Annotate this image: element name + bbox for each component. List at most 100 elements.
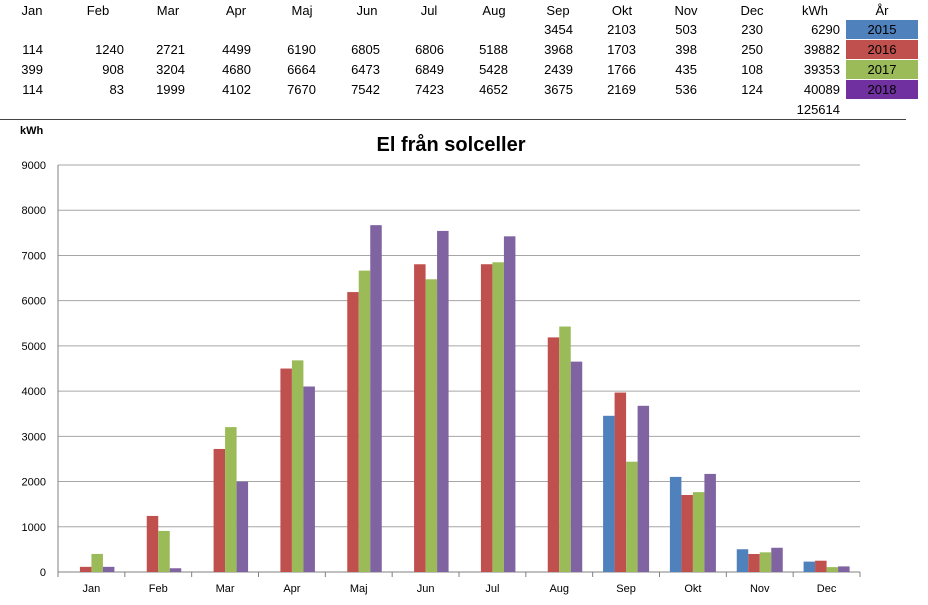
- col-header-dec: Dec: [740, 3, 764, 18]
- col-header-feb: Feb: [86, 3, 110, 18]
- bar-chart: kWh El från solceller 0 1000 2000 3000 4000 5…: [20, 125, 861, 595]
- y-tick-label: 8000: [22, 205, 46, 217]
- cell-2015-dec: 230: [741, 22, 763, 37]
- data-table: Jan Feb Mar Apr Maj Jun Jul Aug Sep Okt Nov Dec kWh Å…: [0, 0, 928, 125]
- y-tick-label: 3000: [22, 431, 46, 443]
- cell-2017-total: 39353: [803, 62, 840, 77]
- bar-2017-nov: [759, 552, 772, 572]
- col-header-year: År: [875, 3, 889, 18]
- cell-2015-total: 6290: [811, 22, 840, 37]
- col-header-nov: Nov: [674, 3, 698, 18]
- col-header-sep: Sep: [546, 3, 570, 18]
- cell-2015-nov: 503: [675, 22, 697, 37]
- y-tick-label: 5000: [22, 341, 46, 353]
- bar-2016-mar: [213, 448, 226, 572]
- cell-2018-aug: 4652: [479, 82, 508, 97]
- cell-2017-maj: 6664: [287, 62, 316, 77]
- x-tick-label: Aug: [549, 583, 569, 595]
- bar-2017-sep: [626, 461, 638, 572]
- year-swatch-2016: 2016: [846, 40, 918, 59]
- bar-2016-jul: [480, 264, 493, 572]
- y-tick-label: 2000: [22, 477, 46, 489]
- bar-2017-mar: [225, 427, 237, 572]
- gridlines: [58, 164, 860, 573]
- bar-2015-sep: [603, 415, 615, 572]
- year-swatch-2018: 2018: [846, 80, 918, 99]
- cell-2016-okt: 1703: [607, 42, 636, 57]
- cell-2018-nov: 536: [675, 82, 697, 97]
- cell-2016-mar: 2721: [156, 42, 185, 57]
- bar-2016-dec: [815, 560, 827, 572]
- year-swatch-2015: 2015: [846, 20, 918, 39]
- x-tick-labels: Jan Feb Mar Apr Maj Jun Jul Aug Sep Okt Nov Dec: [83, 583, 837, 595]
- cell-2017-dec: 108: [741, 62, 763, 77]
- cell-2018-jan: 114: [22, 82, 43, 97]
- cell-2018-total: 40089: [803, 82, 840, 97]
- y-tick-label: 9000: [22, 160, 46, 172]
- cell-2017-okt: 1766: [607, 62, 636, 77]
- bar-2018-okt: [704, 473, 716, 572]
- axes: [57, 165, 861, 577]
- bar-2017-jul: [492, 262, 504, 572]
- bar-2016-maj: [347, 292, 359, 572]
- cell-2018-apr: 4102: [222, 82, 251, 97]
- cell-2018-maj: 7670: [287, 82, 316, 97]
- cell-2018-okt: 2169: [607, 82, 636, 97]
- cell-2018-dec: 124: [741, 82, 763, 97]
- cell-2018-jun: 7542: [351, 82, 380, 97]
- cell-2016-apr: 4499: [222, 42, 251, 57]
- y-axis-label: kWh: [20, 125, 44, 137]
- cell-2015-okt: 2103: [607, 22, 636, 37]
- bar-2017-aug: [559, 326, 571, 572]
- cell-2016-jul: 6806: [415, 42, 444, 57]
- x-tick-label: Jun: [417, 583, 435, 595]
- col-header-maj: Maj: [291, 3, 313, 18]
- cell-2016-jan: 114: [22, 42, 43, 57]
- bar-2018-jun: [437, 230, 449, 572]
- bar-2015-dec: [803, 561, 816, 572]
- col-header-okt: Okt: [611, 3, 633, 18]
- col-header-jan: Jan: [21, 3, 43, 18]
- bar-2018-nov: [771, 547, 783, 572]
- y-tick-labels: 0 1000 2000 3000 4000 5000 6000 7000 8000 9000: [22, 160, 46, 579]
- cell-2018-jul: 7423: [415, 82, 444, 97]
- bar-2017-maj: [358, 270, 371, 572]
- cell-2017-aug: 5428: [479, 62, 508, 77]
- bar-2018-dec: [838, 566, 850, 572]
- cell-2017-feb: 908: [102, 62, 124, 77]
- cell-2016-feb: 1240: [95, 42, 124, 57]
- cell-2017-sep: 2439: [544, 62, 573, 77]
- cell-2017-mar: 3204: [156, 62, 185, 77]
- x-tick-label: Sep: [616, 583, 636, 595]
- x-tick-label: Maj: [350, 583, 368, 595]
- y-tick-label: 1000: [22, 522, 46, 534]
- bar-2017-jun: [425, 279, 438, 572]
- cell-2018-sep: 3675: [544, 82, 573, 97]
- cell-2017-apr: 4680: [222, 62, 251, 77]
- col-header-mar: Mar: [156, 3, 180, 18]
- col-header-kwh: kWh: [802, 3, 828, 18]
- bar-2018-mar: [236, 481, 249, 572]
- bar-2016-apr: [280, 368, 292, 572]
- bar-2017-feb: [158, 530, 170, 572]
- bar-2018-maj: [370, 225, 382, 572]
- x-tick-label: Okt: [684, 583, 701, 595]
- bar-2016-nov: [748, 554, 760, 572]
- cell-2017-jan: 399: [21, 62, 43, 77]
- col-header-aug: Aug: [482, 3, 506, 18]
- bar-2016-feb: [146, 515, 159, 572]
- cell-2015-sep: 3454: [544, 22, 573, 37]
- cell-2018-mar: 1999: [156, 82, 185, 97]
- year-swatch-2017: 2017: [846, 60, 918, 79]
- cell-2016-maj: 6190: [287, 42, 316, 57]
- bar-2016-aug: [547, 337, 560, 572]
- bar-2018-jan: [102, 566, 115, 572]
- y-tick-label: 7000: [22, 250, 46, 262]
- y-tick-label: 6000: [22, 296, 46, 308]
- bar-2015-okt: [669, 476, 682, 572]
- bar-2018-feb: [169, 568, 182, 572]
- cell-2016-nov: 398: [675, 42, 697, 57]
- bar-2018-sep: [637, 405, 650, 572]
- cell-2017-jul: 6849: [415, 62, 444, 77]
- cell-2016-jun: 6805: [351, 42, 380, 57]
